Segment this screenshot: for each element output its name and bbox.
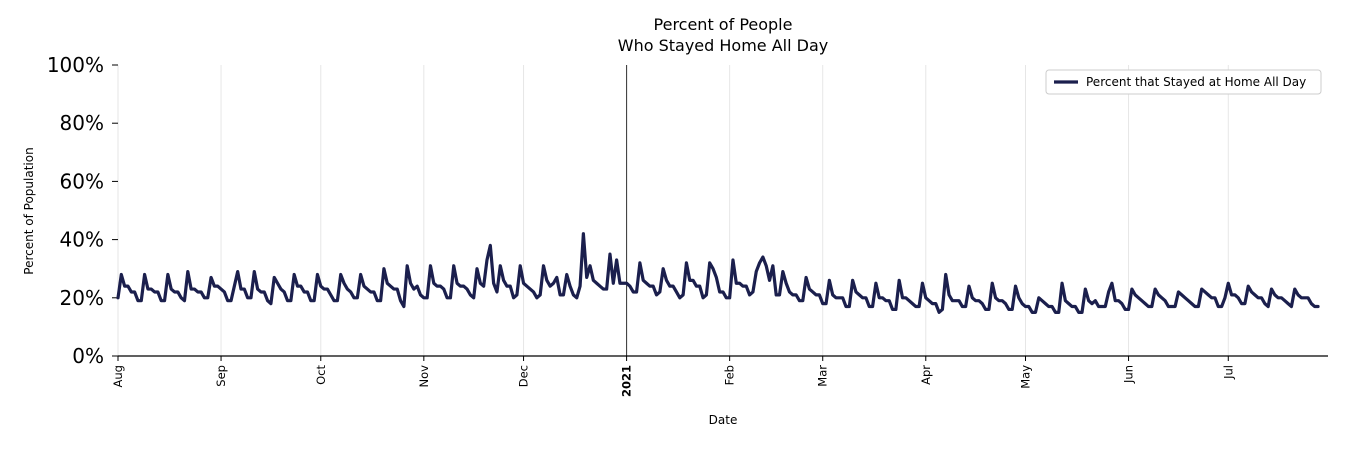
series-line [116, 232, 1320, 314]
y-tick-label: 40% [60, 228, 104, 252]
chart-title: Percent of People Who Stayed Home All Da… [618, 15, 828, 55]
legend-box [1045, 69, 1322, 95]
chart-title-line-1: Percent of People [654, 15, 793, 34]
x-axis: Aug Sep Oct Nov Dec 2021 Feb Mar Apr May Jun Jul [111, 355, 1328, 397]
y-tick-label: 0% [72, 344, 104, 368]
legend: Percent that Stayed at Home All Day [1045, 69, 1322, 95]
x-tick-label: Oct [314, 365, 328, 385]
x-axis-label: Date [709, 413, 738, 427]
x-tick-label: 2021 [620, 365, 634, 397]
x-tick-label: Aug [111, 365, 125, 387]
x-tick-label: Jul [1221, 365, 1235, 380]
x-tick-label: Sep [214, 365, 228, 387]
x-tick-label: May [1019, 365, 1033, 389]
y-tick-label: 80% [60, 111, 104, 135]
legend-label: Percent that Stayed at Home All Day [1086, 75, 1306, 89]
x-tick-label: Jun [1122, 365, 1136, 384]
x-tick-label: Mar [816, 365, 830, 387]
y-tick-label: 100% [47, 53, 104, 77]
chart-title-line-2: Who Stayed Home All Day [618, 36, 828, 55]
y-axis-label: Percent of Population [22, 147, 36, 274]
x-tick-label: Apr [919, 365, 933, 385]
x-tick-label: Feb [723, 365, 737, 385]
y-tick-label: 60% [60, 169, 104, 193]
x-tick-label: Dec [517, 365, 531, 387]
y-tick-label: 20% [60, 286, 104, 310]
x-gridlines [117, 65, 1229, 356]
y-axis: 0% 20% 40% 60% 80% 100% [47, 53, 118, 368]
x-tick-label: Nov [417, 365, 431, 388]
